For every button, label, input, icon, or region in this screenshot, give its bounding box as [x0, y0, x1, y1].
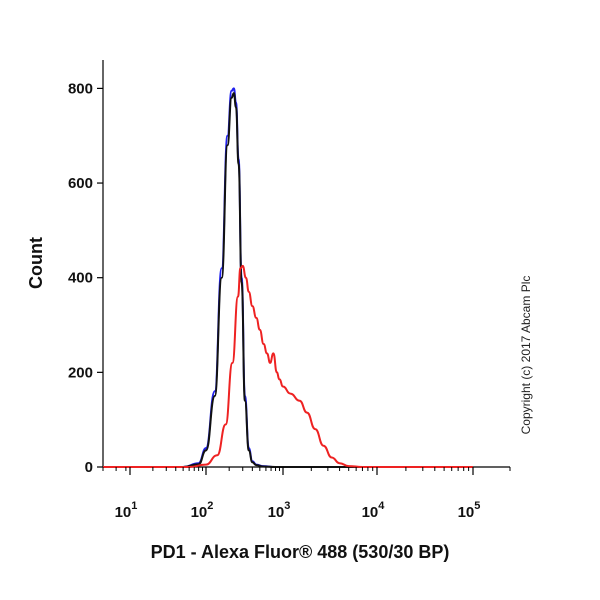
series-line-1: [102, 87, 473, 469]
x-tick-label: 103: [268, 500, 291, 521]
plot-area: 0 200 400 600 800 101 102 103 104 105: [68, 60, 511, 521]
series-line-2: [102, 92, 473, 469]
x-axis-title: PD1 - Alexa Fluor® 488 (530/30 BP): [151, 542, 450, 562]
y-tick-label: 400: [68, 270, 93, 287]
y-tick-label: 600: [68, 175, 93, 192]
copyright-annotation: Copyright (c) 2017 Abcam Plc: [519, 276, 533, 435]
x-tick-label: 102: [191, 500, 214, 521]
ticks-layer: 0 200 400 600 800 101 102 103 104 105: [68, 80, 511, 521]
x-tick-label: 105: [458, 500, 481, 521]
y-tick-label: 0: [85, 459, 93, 476]
y-tick-label: 800: [68, 80, 93, 97]
series-line-3: [102, 264, 473, 469]
y-tick-label: 200: [68, 364, 93, 381]
series-layer: [102, 87, 473, 469]
x-tick-label: 101: [115, 500, 138, 521]
x-tick-label: 104: [362, 500, 386, 521]
y-axis-title: Count: [26, 237, 46, 289]
